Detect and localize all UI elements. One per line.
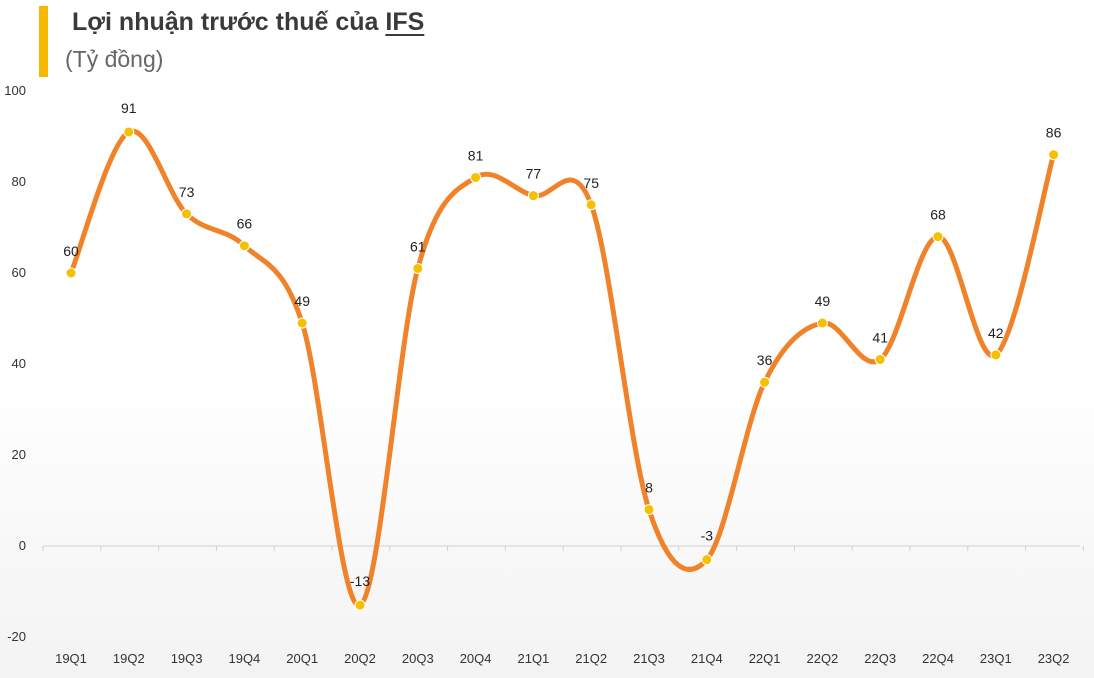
data-label: 42 [988,325,1004,341]
data-label: 60 [63,243,79,259]
y-tick-label: 0 [19,538,26,553]
data-label: 41 [872,329,888,345]
x-axis: 19Q1 19Q2 19Q3 19Q4 20Q1 20Q2 20Q3 20Q4 21Q1 21Q2… [42,545,1084,666]
chart-title-text: Lợi nhuận trước thuế của [72,8,386,36]
data-point [816,317,828,329]
data-point [1048,149,1060,161]
x-tick-label: 23Q1 [980,651,1012,666]
data-point [65,267,77,279]
x-tick-label: 21Q3 [633,651,665,666]
data-point [527,190,539,202]
data-point [470,171,482,183]
y-tick-label: -20 [7,629,26,644]
x-tick-label: 21Q2 [575,651,607,666]
data-point [585,199,597,211]
x-tick-label: 20Q1 [286,651,318,666]
data-point [412,262,424,274]
chart-subtitle: (Tỷ đồng) [65,46,164,72]
x-tick-label: 22Q1 [749,651,781,666]
x-tick-label: 19Q4 [228,651,260,666]
x-tick-label: 19Q1 [55,651,87,666]
data-point [123,126,135,138]
y-tick-label: 20 [12,447,26,462]
x-tick-label: 22Q2 [806,651,838,666]
x-tick-label: 22Q3 [864,651,896,666]
data-label: 8 [645,480,653,496]
data-label: 68 [930,207,946,223]
x-tick-label: 21Q4 [691,651,723,666]
x-tick-label: 20Q3 [402,651,434,666]
x-tick-label: 21Q1 [517,651,549,666]
y-axis: -20 0 20 40 60 80 100 [4,83,26,644]
y-tick-label: 80 [12,174,26,189]
x-tick-label: 20Q2 [344,651,376,666]
data-label: -13 [350,573,370,589]
data-labels-group: 60 91 73 66 49 -13 61 81 77 75 8 -3 36 49 41 68 42 86 [63,100,1061,589]
data-label: 91 [121,100,137,116]
data-label: 86 [1046,125,1062,141]
data-label: 61 [410,238,426,254]
data-label: 36 [757,352,773,368]
data-point [990,349,1002,361]
data-label: 75 [583,175,599,191]
x-tick-label: 19Q2 [113,651,145,666]
y-tick-label: 60 [12,265,26,280]
x-tick-label: 23Q2 [1038,651,1070,666]
data-point [932,231,944,243]
x-tick-label: 20Q4 [460,651,492,666]
data-label: 49 [815,293,831,309]
chart-title: Lợi nhuận trước thuế của IFS [72,8,424,37]
chart-title-company: IFS [385,8,425,36]
y-tick-label: 100 [4,83,26,98]
data-point [874,353,886,365]
x-tick-label: 19Q3 [171,651,203,666]
data-point [759,376,771,388]
data-label: 77 [526,166,542,182]
data-label: 73 [179,184,195,200]
data-point [296,317,308,329]
series-line [68,128,1057,608]
title-accent-bar [39,6,48,77]
data-point [354,599,366,611]
data-point [238,240,250,252]
x-tick-label: 22Q4 [922,651,954,666]
data-label: 66 [237,216,253,232]
y-tick-label: 40 [12,356,26,371]
data-point [643,504,655,516]
data-label: 81 [468,147,484,163]
data-label: 49 [294,293,310,309]
data-point [701,554,713,566]
data-label: -3 [701,528,714,544]
series-group [68,128,1057,608]
markers-group [65,126,1060,611]
data-point [181,208,193,220]
